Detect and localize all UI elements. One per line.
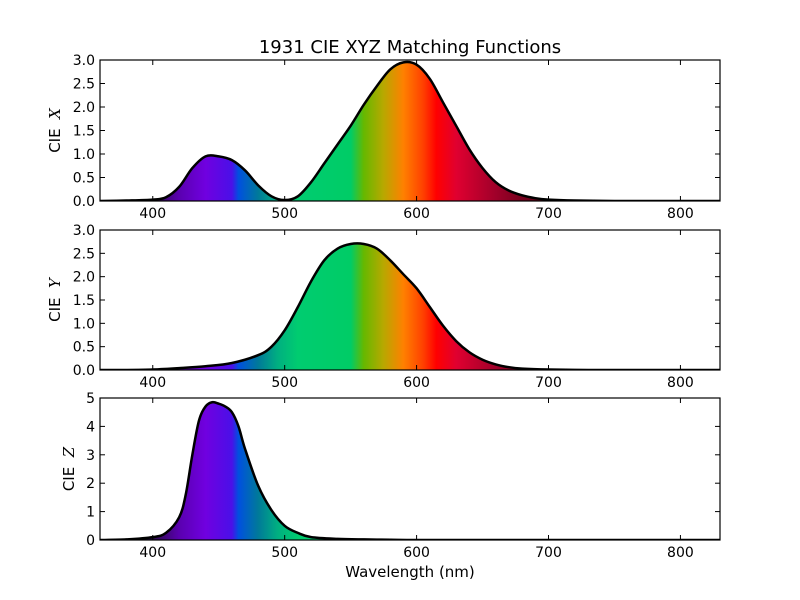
x-tick-label: 400 xyxy=(139,545,166,561)
y-tick-label: 2.0 xyxy=(73,270,95,286)
x-tick-label: 400 xyxy=(139,206,166,222)
y-axis-label-z: CIE Z xyxy=(60,446,78,491)
y-tick-label: 3.0 xyxy=(73,223,95,239)
y-tick-label: 2.0 xyxy=(73,100,95,116)
y-tick-label: 5 xyxy=(86,391,95,407)
x-tick-label: 800 xyxy=(667,375,694,391)
x-tick-label: 600 xyxy=(403,545,430,561)
y-axis-label-x: CIE X xyxy=(46,107,64,153)
series-line-x xyxy=(100,60,720,201)
axes-frame xyxy=(99,397,721,541)
y-tick-label: 0.0 xyxy=(73,363,95,379)
x-tick-label: 500 xyxy=(271,375,298,391)
x-tick-label: 700 xyxy=(535,375,562,391)
area-fill-x xyxy=(100,62,720,201)
x-tick-label: 800 xyxy=(667,206,694,222)
panel-y: 400 500 600 700 800 0.0 0.5 1.0 1.5 2.0 2.5 3.0 CIE … xyxy=(46,223,721,391)
y-tick-label: 2 xyxy=(86,476,95,492)
y-tick-label: 3.0 xyxy=(73,53,95,69)
x-tick-label: 500 xyxy=(271,206,298,222)
y-tick-label: 3 xyxy=(86,448,95,464)
y-tick-label: 1.0 xyxy=(73,147,95,163)
y-tick-label: 1 xyxy=(86,505,95,521)
x-tick-label: 500 xyxy=(271,545,298,561)
y-tick-label: 2.5 xyxy=(73,77,95,93)
x-tick-label: 700 xyxy=(535,545,562,561)
x-tick-label: 600 xyxy=(403,375,430,391)
y-tick-label: 1.0 xyxy=(73,316,95,332)
x-tick-label: 400 xyxy=(139,375,166,391)
y-tick-label: 0.0 xyxy=(73,194,95,210)
series-line-y xyxy=(100,242,720,370)
x-axis-label: Wavelength (nm) xyxy=(345,563,475,581)
y-tick-label: 1.5 xyxy=(73,293,95,309)
area-fill-y xyxy=(100,243,720,370)
area-fill-z xyxy=(100,402,720,540)
panel-z: 400 500 600 700 800 0 1 2 3 4 5 CIE Z xyxy=(60,391,721,561)
panel-x: 400 500 600 700 800 0.0 0.5 1.0 1.5 2.0 2.5 3.0 CIE … xyxy=(46,53,721,222)
y-tick-label: 0 xyxy=(86,533,95,549)
y-tick-label: 1.5 xyxy=(73,124,95,140)
y-tick-label: 2.5 xyxy=(73,246,95,262)
x-tick-label: 800 xyxy=(667,545,694,561)
x-tick-label: 700 xyxy=(535,206,562,222)
x-tick-label: 600 xyxy=(403,206,430,222)
y-axis-label-y: CIE Y xyxy=(46,276,64,322)
y-tick-label: 0.5 xyxy=(73,171,95,187)
chart-title: 1931 CIE XYZ Matching Functions xyxy=(259,37,561,58)
y-tick-label: 0.5 xyxy=(73,340,95,356)
y-tick-label: 4 xyxy=(86,419,95,435)
